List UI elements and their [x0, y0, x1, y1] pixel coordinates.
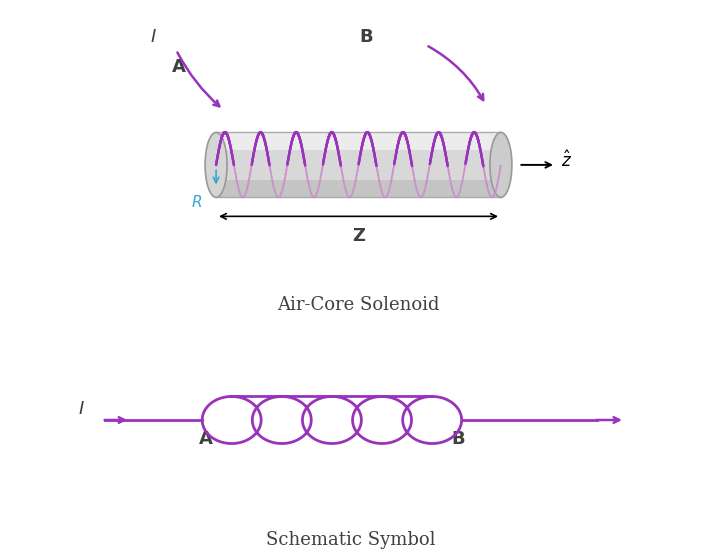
Text: B: B [451, 430, 465, 447]
Text: A: A [172, 58, 185, 77]
Polygon shape [216, 180, 501, 197]
Text: I: I [78, 400, 84, 418]
Text: Schematic Symbol: Schematic Symbol [266, 531, 436, 549]
Ellipse shape [490, 132, 512, 197]
Text: B: B [359, 29, 373, 46]
Text: Z: Z [352, 227, 365, 245]
Polygon shape [216, 132, 501, 197]
Ellipse shape [205, 132, 227, 197]
Text: A: A [199, 430, 213, 447]
Text: Air-Core Solenoid: Air-Core Solenoid [277, 296, 439, 314]
Text: R: R [192, 195, 202, 210]
Polygon shape [216, 132, 501, 150]
Text: $\hat{z}$: $\hat{z}$ [561, 151, 572, 171]
Text: I: I [151, 29, 157, 46]
